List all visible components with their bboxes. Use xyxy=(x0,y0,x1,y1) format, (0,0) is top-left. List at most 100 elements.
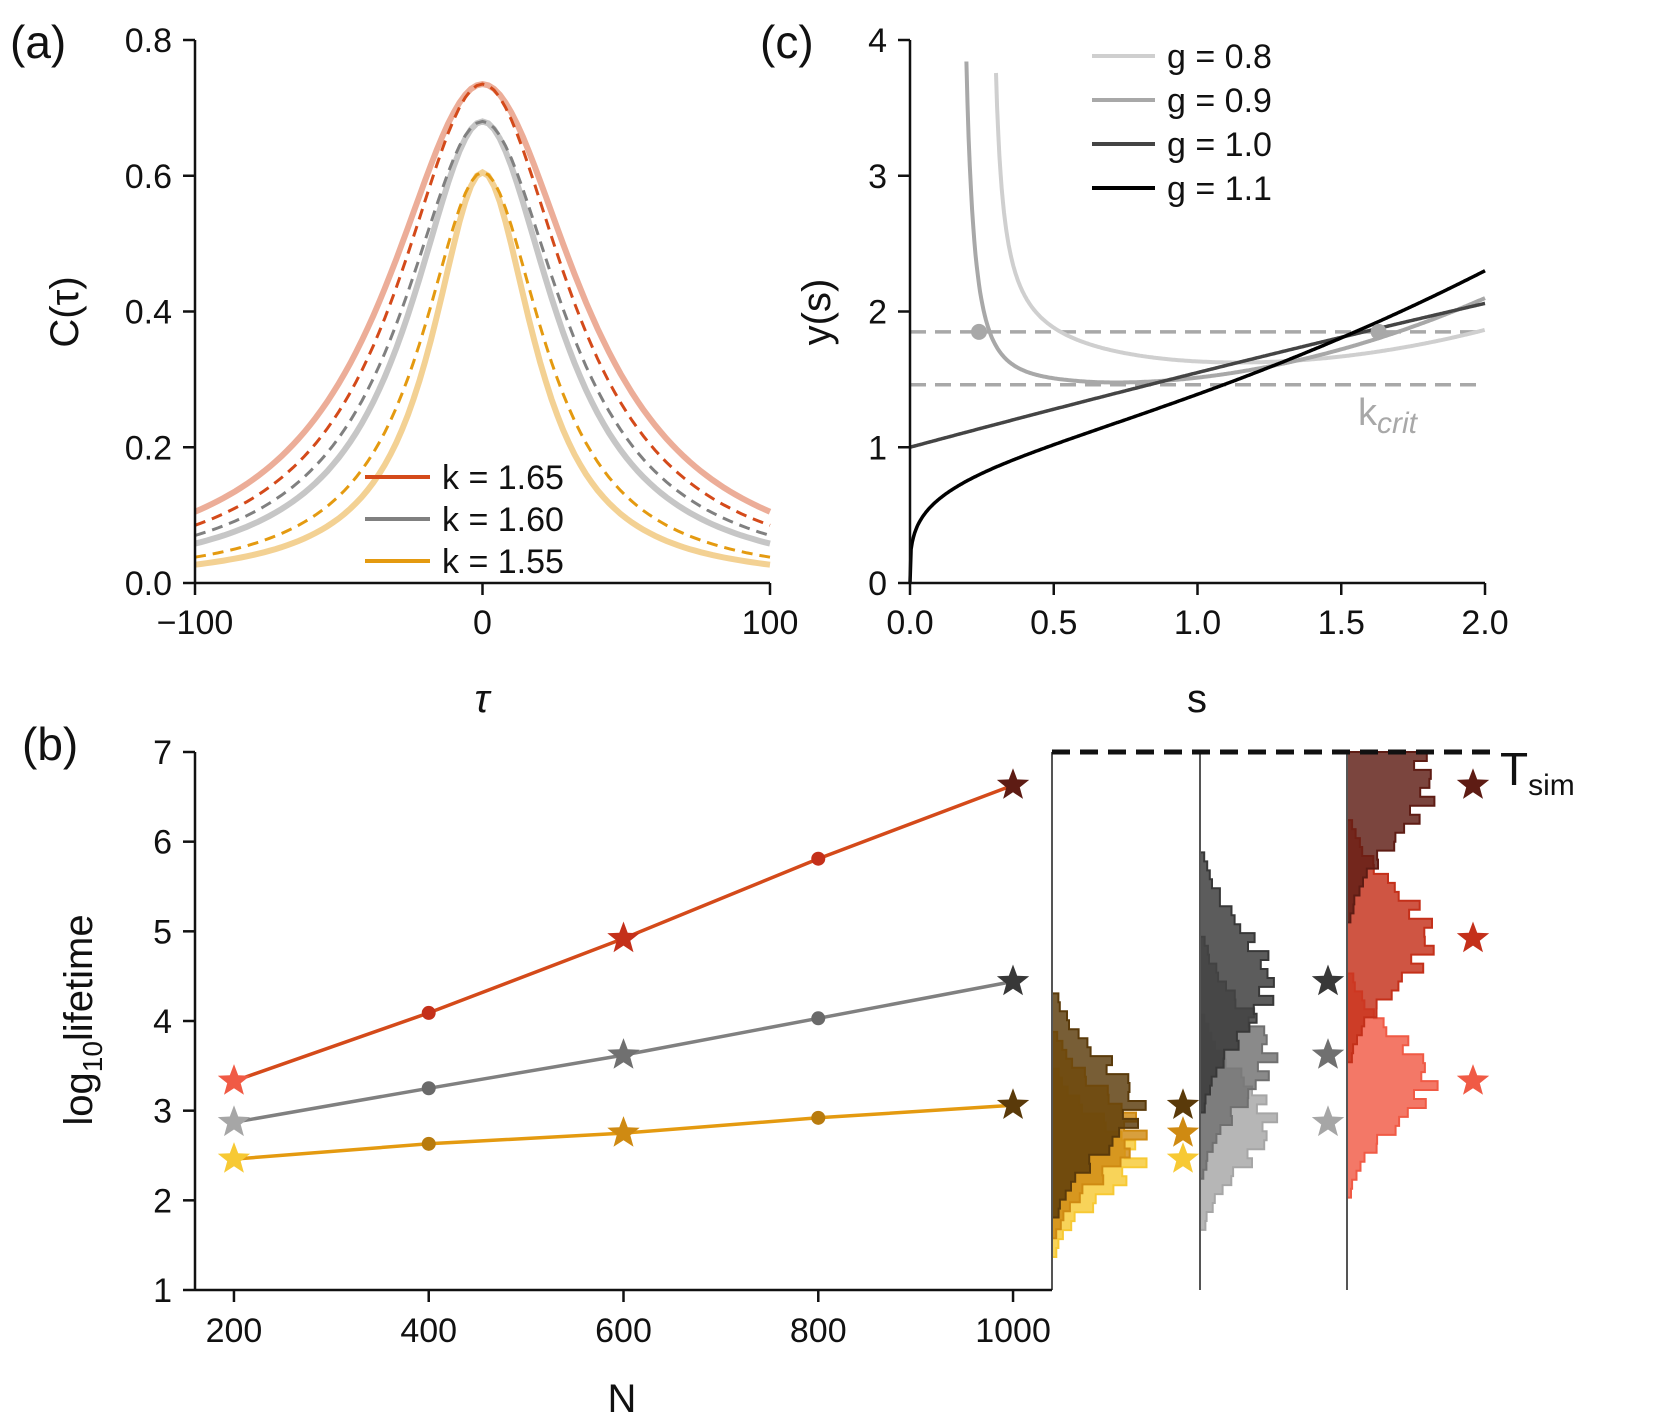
b-x-tick-label: 200 xyxy=(206,1312,263,1350)
panel-b-y-label: log10lifetime xyxy=(57,914,108,1125)
a-y-tick-label: 0.2 xyxy=(125,429,172,467)
tsim-label-sub: sim xyxy=(1528,769,1575,802)
b-y-tick-label: 5 xyxy=(153,913,172,951)
kcrit-label-main: k xyxy=(1358,392,1378,434)
b-x-tick-label: 600 xyxy=(595,1312,652,1350)
curve-g10 xyxy=(909,301,1486,449)
panel-c-x-label: s xyxy=(1187,677,1207,721)
panel-a-y-label: C(τ) xyxy=(43,276,87,347)
legend-label-k165: k = 1.65 xyxy=(442,459,564,497)
b-y-tick-label: 1 xyxy=(153,1272,172,1310)
a-x-tick-label: −100 xyxy=(157,604,234,642)
histogram-layer xyxy=(1199,851,1275,1114)
histogram-layer xyxy=(1346,751,1436,924)
panel-b-label: (b) xyxy=(22,718,78,770)
histogram-star xyxy=(1456,1064,1490,1095)
c-x-tick-label: 0.5 xyxy=(1030,604,1077,642)
lifetime-star xyxy=(217,1064,251,1095)
curve-g11 xyxy=(908,269,1486,584)
b-y-tick-label: 6 xyxy=(153,824,172,862)
panel-b-histograms xyxy=(1051,749,1490,1290)
a-x-tick-label: 100 xyxy=(742,604,799,642)
panel-a-legend: k = 1.65 k = 1.60 k = 1.55 xyxy=(365,459,564,581)
c-x-tick-label: 1.0 xyxy=(1174,604,1221,642)
lifetime-point xyxy=(811,1110,826,1125)
panel-b-x-label: N xyxy=(608,1377,637,1421)
b-x-tick-label: 1000 xyxy=(975,1312,1051,1350)
lifetime-point xyxy=(421,1081,436,1096)
kcrit-label: kcrit xyxy=(1358,392,1419,440)
kcrit-point xyxy=(1370,323,1387,340)
tsim-label: Tsim xyxy=(1500,743,1575,802)
c-x-tick-label: 1.5 xyxy=(1318,604,1365,642)
panel-c-curves xyxy=(908,61,1486,584)
histogram-star xyxy=(1166,1142,1200,1173)
c-y-tick-label: 4 xyxy=(868,22,887,60)
c-y-tick-label: 1 xyxy=(868,429,887,467)
lifetime-point xyxy=(421,1136,436,1151)
panel-c-label: (c) xyxy=(760,16,814,68)
panel-c-ticks: 0.0 0.5 1.0 1.5 2.0 0 1 2 3 4 xyxy=(868,22,1509,642)
panel-b-curves xyxy=(217,768,1030,1173)
b-y-tick-label: 7 xyxy=(153,734,172,772)
lifetime-point xyxy=(811,851,826,866)
curve-g09 xyxy=(964,61,1486,385)
histogram-star xyxy=(1456,768,1490,799)
panel-a: (a) −100 0 100 0.0 0.2 0.4 0.6 0.8 τ C(τ) k = 1… xyxy=(10,16,798,721)
kcrit-point xyxy=(971,323,987,340)
legend-label-g08: g = 0.8 xyxy=(1167,38,1272,76)
lifetime-star xyxy=(607,1116,640,1147)
c-x-tick-label: 2.0 xyxy=(1461,604,1508,642)
panel-a-ticks: −100 0 100 0.0 0.2 0.4 0.6 0.8 xyxy=(125,22,799,642)
lifetime-star xyxy=(217,1105,251,1137)
panel-b-ticks: 200 400 600 800 1000 1 2 3 4 5 6 7 xyxy=(153,734,1051,1350)
c-y-tick-label: 0 xyxy=(868,565,887,603)
histogram-k165 xyxy=(1346,751,1439,1290)
lifetime-star xyxy=(996,1088,1030,1119)
panel-c-legend: g = 0.8 g = 0.9 g = 1.0 g = 1.1 xyxy=(1092,38,1272,208)
histogram-layer xyxy=(1051,992,1147,1219)
histogram-star xyxy=(1166,1116,1200,1147)
b-x-tick-label: 400 xyxy=(400,1312,457,1350)
histogram-star xyxy=(1311,964,1345,996)
kcrit-label-sub: crit xyxy=(1377,407,1419,440)
b-y-tick-label: 3 xyxy=(153,1093,172,1131)
curve-dashed-k160 xyxy=(194,119,771,537)
lifetime-star xyxy=(217,1142,251,1173)
lifetime-star xyxy=(996,964,1030,996)
lifetime-star xyxy=(607,921,640,953)
c-y-tick-label: 2 xyxy=(868,294,887,332)
lifetime-star xyxy=(996,768,1030,799)
b-x-tick-label: 800 xyxy=(790,1312,847,1350)
histogram-star xyxy=(1311,1105,1345,1137)
curve-solid-k155 xyxy=(194,168,771,568)
histogram-star xyxy=(1311,1038,1345,1069)
panel-a-x-label: τ xyxy=(475,677,493,721)
curve-dashed-k155 xyxy=(194,170,771,559)
panel-c-y-label: y(s) xyxy=(795,279,839,346)
curve-solid-k165 xyxy=(193,81,772,515)
legend-label-k155: k = 1.55 xyxy=(442,543,564,581)
legend-label-k160: k = 1.60 xyxy=(442,501,564,539)
b-y-tick-label: 2 xyxy=(153,1182,172,1220)
lifetime-star xyxy=(607,1038,640,1069)
histogram-k155 xyxy=(1051,752,1148,1290)
panel-b-y-label-sub: 10 xyxy=(77,1041,108,1072)
lifetime-point xyxy=(811,1011,826,1026)
c-y-tick-label: 3 xyxy=(868,158,887,196)
a-y-tick-label: 0.8 xyxy=(125,22,172,60)
a-y-tick-label: 0.0 xyxy=(125,565,172,603)
panel-a-label: (a) xyxy=(10,16,66,68)
panel-b-y-label-tail: lifetime xyxy=(57,914,101,1041)
legend-label-g10: g = 1.0 xyxy=(1167,126,1272,164)
b-y-tick-label: 4 xyxy=(153,1003,172,1041)
panel-b-y-label-main: log xyxy=(57,1072,101,1125)
a-y-tick-label: 0.6 xyxy=(125,158,172,196)
a-y-tick-label: 0.4 xyxy=(125,294,172,332)
histogram-star xyxy=(1456,921,1490,953)
lifetime-point xyxy=(421,1005,436,1020)
panel-c: (c) 0.0 0.5 1.0 1.5 2.0 0 1 2 3 4 s y(s) kcrit g … xyxy=(760,16,1509,721)
c-x-tick-label: 0.0 xyxy=(886,604,933,642)
histogram-k160 xyxy=(1199,752,1279,1290)
